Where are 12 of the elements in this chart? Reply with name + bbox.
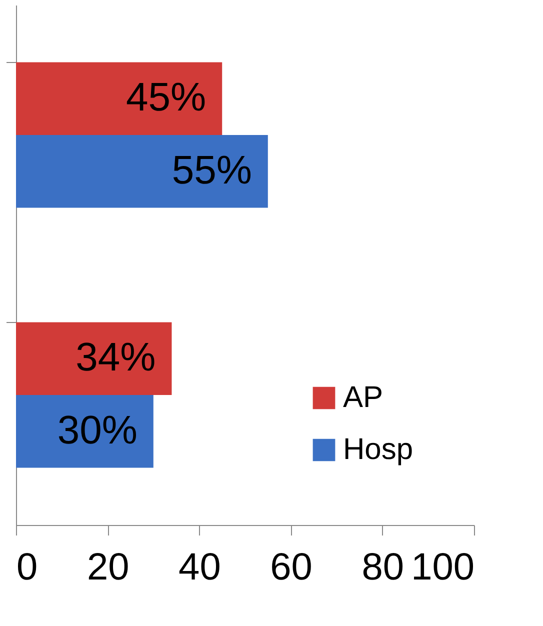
- x-tick-label: 40: [178, 546, 221, 588]
- data-label: 34%: [76, 336, 156, 380]
- legend-label: AP: [343, 381, 384, 414]
- data-label: 30%: [57, 408, 138, 452]
- x-tick-label: 60: [270, 546, 312, 588]
- data-label: 45%: [126, 76, 206, 120]
- legend-label: Hosp: [343, 433, 414, 466]
- x-tick-label: 80: [362, 546, 404, 588]
- x-tick-label: 20: [86, 546, 130, 588]
- x-tick-label: 100: [411, 546, 474, 588]
- data-label: 55%: [172, 148, 252, 192]
- x-tick-label: 0: [16, 546, 38, 588]
